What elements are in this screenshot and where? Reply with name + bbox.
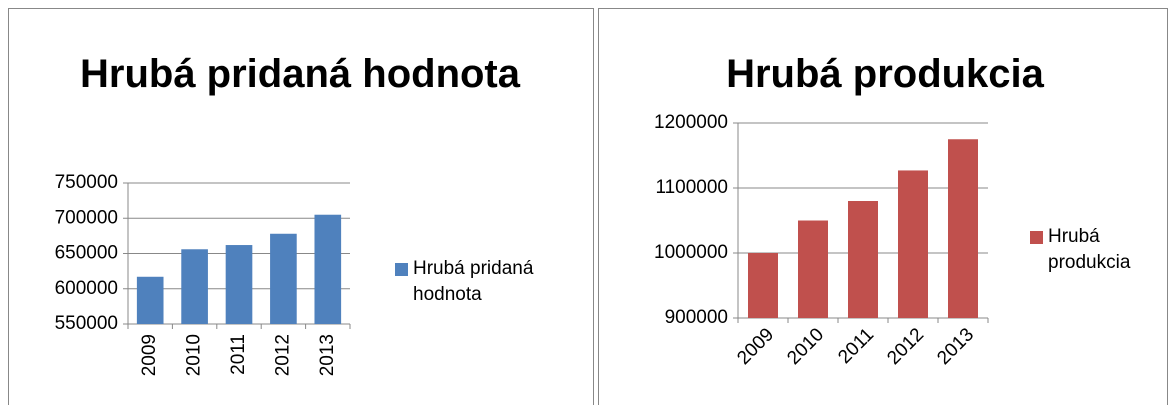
x-tick-label: 2013 (933, 324, 978, 369)
bar (225, 245, 253, 324)
y-tick-label: 1100000 (655, 177, 728, 198)
legend-label: Hrubá produkcia (1048, 226, 1131, 273)
bar (270, 233, 297, 324)
y-tick-label: 750000 (55, 172, 118, 193)
bar (798, 220, 828, 318)
y-tick-label: 650000 (55, 243, 118, 264)
x-tick-label: 2010 (184, 334, 205, 376)
y-tick-label: 1000000 (654, 242, 728, 263)
y-tick-label: 900000 (665, 307, 728, 328)
y-tick-label: 550000 (55, 313, 118, 334)
bar (848, 201, 878, 318)
legend-swatch (395, 263, 408, 276)
x-tick-label: 2009 (733, 324, 778, 369)
x-tick-label: 2013 (317, 334, 338, 376)
y-tick-label: 700000 (55, 207, 118, 228)
legend: Hrubá pridaná hodnota (395, 256, 585, 308)
y-tick-label: 600000 (55, 278, 118, 299)
bar (898, 170, 928, 318)
chart-title: Hrubá produkcia (726, 52, 1044, 96)
y-tick-label: 1200000 (654, 112, 728, 133)
bar (314, 214, 342, 324)
bar (748, 253, 778, 318)
legend: Hrubá produkcia (1030, 224, 1160, 276)
bar (136, 276, 164, 324)
legend-label: Hrubá pridaná hodnota (413, 258, 534, 305)
x-tick-label: 2010 (783, 324, 828, 369)
chart-panel (598, 8, 1168, 405)
chart-title: Hrubá pridaná hodnota (80, 52, 520, 96)
legend-swatch (1030, 231, 1043, 244)
x-tick-label: 2012 (272, 334, 293, 376)
x-tick-label: 2011 (228, 334, 249, 375)
chart-panel (8, 8, 594, 405)
x-tick-label: 2012 (883, 324, 928, 369)
bar (948, 139, 978, 318)
bar (181, 249, 208, 324)
x-tick-label: 2009 (139, 334, 160, 376)
x-tick-label: 2011 (834, 324, 878, 368)
